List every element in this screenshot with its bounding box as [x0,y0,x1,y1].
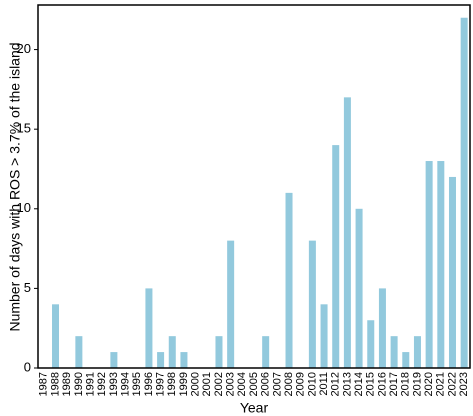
bar [285,192,293,368]
x-tick-label: 1989 [61,372,73,396]
x-tick-label: 1995 [131,372,143,396]
bar [460,17,468,368]
y-tick-label: 10 [17,200,31,215]
x-tick-label: 2007 [271,372,283,396]
bar [262,336,270,368]
bar [320,304,328,368]
y-tick-label: 5 [24,280,31,295]
y-tick-label: 15 [17,121,31,136]
x-tick-label: 2005 [248,372,260,396]
x-axis-title: Year [240,400,269,416]
x-tick-label: 2003 [225,372,237,396]
x-tick-label: 2016 [376,372,388,396]
bar [425,161,433,368]
bar [378,288,386,368]
bar [180,352,188,368]
x-tick-label: 1991 [84,372,96,396]
bar [110,352,118,368]
x-tick-label: 2017 [388,372,400,396]
y-tick-label: 0 [24,359,31,374]
bar [367,320,375,368]
x-tick-label: 2023 [458,372,470,396]
x-tick-label: 1999 [178,372,190,396]
x-tick-label: 1993 [108,372,120,396]
y-tick-label: 20 [17,41,31,56]
y-axis-title: Number of days with ROS > 3.7% of the is… [7,42,23,331]
bar [437,161,445,368]
bar [308,240,316,368]
bar [145,288,153,368]
x-tick-label: 2009 [295,372,307,396]
x-tick-label: 1990 [73,372,85,396]
bar [413,336,421,368]
x-tick-label: 2018 [400,372,412,396]
x-tick-label: 2020 [423,372,435,396]
bar [448,176,456,368]
bar [227,240,235,368]
x-tick-label: 2004 [236,372,248,396]
x-tick-label: 2001 [201,372,213,396]
x-tick-label: 1998 [166,372,178,396]
x-tick-label: 1992 [96,372,108,396]
x-tick-label: 2010 [306,372,318,396]
bar [215,336,223,368]
bar [157,352,165,368]
x-tick-label: 2013 [341,372,353,396]
x-tick-label: 2000 [190,372,202,396]
x-tick-label: 2002 [213,372,225,396]
x-tick-label: 1994 [119,372,131,396]
x-tick-label: 2006 [260,372,272,396]
x-tick-label: 2015 [365,372,377,396]
bar [343,97,351,368]
x-tick-label: 2022 [446,372,458,396]
bar [75,336,83,368]
bar [355,208,363,368]
x-tick-label: 1996 [143,372,155,396]
bar [390,336,398,368]
bar [402,352,410,368]
bar [168,336,176,368]
x-tick-label: 1988 [49,372,61,396]
x-tick-label: 2019 [411,372,423,396]
x-tick-label: 1987 [38,372,50,396]
x-tick-label: 1997 [155,372,167,396]
x-tick-label: 2014 [353,372,365,396]
x-tick-label: 2011 [318,372,330,396]
x-tick-label: 2008 [283,372,295,396]
x-tick-label: 2012 [330,372,342,396]
bar [52,304,60,368]
bar [332,145,340,368]
plot-frame [37,4,471,369]
x-tick-label: 2021 [435,372,447,396]
